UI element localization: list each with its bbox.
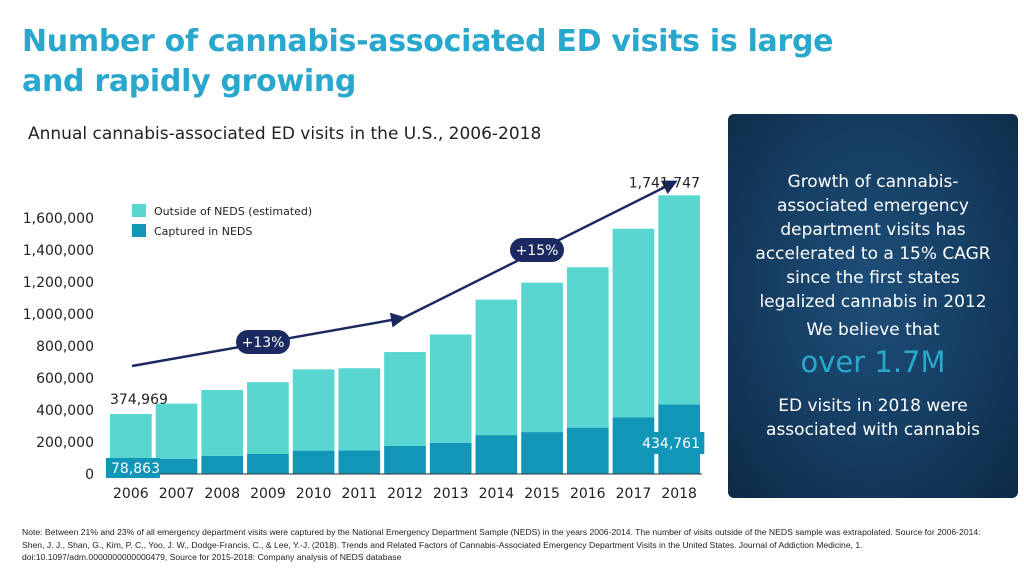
x-tick-label: 2011: [341, 486, 377, 502]
callout-text: Growth of cannabis-associated emergency …: [755, 172, 991, 312]
bar-captured-2007: [155, 458, 198, 474]
x-tick-label: 2008: [204, 486, 240, 502]
bar-captured-2009: [247, 453, 289, 474]
footnote: Note: Between 21% and 23% of all emergen…: [22, 527, 981, 562]
bar-captured-2016: [566, 427, 609, 474]
legend-swatch: [132, 204, 146, 217]
bar-captured-2012: [384, 446, 426, 474]
bar-outside-2006: [110, 414, 152, 462]
callout-conclusion: ED visits in 2018 were associated with c…: [766, 396, 980, 440]
bar-captured-2013: [429, 442, 472, 474]
bar-outside-2007: [155, 403, 198, 459]
data-labels: 374,969 78,863 1,741,747 434,761: [106, 175, 705, 478]
bar-outside-2012: [384, 352, 426, 446]
x-tick-label: 2006: [113, 486, 149, 502]
x-tick-label: 2018: [661, 486, 697, 502]
callout-lead: We believe that: [806, 320, 940, 340]
stacked-bar-chart: 0 200,000 400,000 600,000 800,000 1,000,000 1,…: [23, 175, 705, 502]
bars: [110, 195, 700, 474]
cagr-badge-13-label: +13%: [242, 335, 285, 351]
bar-outside-2018: [658, 195, 700, 405]
x-tick-label: 2017: [616, 486, 652, 502]
bar-captured-2008: [201, 455, 244, 474]
cagr-badge-15-label: +15%: [516, 243, 559, 259]
x-tick-label: 2009: [250, 486, 286, 502]
y-tick-label: 1,600,000: [23, 211, 94, 227]
y-tick-label: 600,000: [36, 371, 94, 387]
bar-outside-2017: [612, 228, 655, 418]
bar-outside-2013: [429, 334, 472, 443]
x-tick-label: 2010: [296, 486, 332, 502]
y-tick-label: 400,000: [36, 403, 94, 419]
legend: Outside of NEDS (estimated) Captured in N…: [132, 204, 312, 238]
page-title: Number of cannabis-associated ED visits …: [22, 24, 834, 99]
bar-outside-2016: [566, 267, 609, 428]
bar-outside-2008: [201, 390, 244, 456]
callout-panel: Growth of cannabis-associated emergency …: [728, 114, 1018, 498]
data-label-2006-captured: 78,863: [111, 461, 160, 477]
y-tick-label: 200,000: [36, 435, 94, 451]
bar-captured-2010: [292, 450, 335, 474]
data-label-2006-captured-bg: [106, 458, 160, 478]
x-tick-label: 2013: [433, 486, 469, 502]
bar-outside-2010: [292, 369, 335, 451]
x-tick-label: 2012: [387, 486, 423, 502]
x-tick-label: 2014: [479, 486, 515, 502]
chart-subtitle: Annual cannabis-associated ED visits in …: [28, 124, 542, 144]
data-label-2018-captured-bg: [644, 432, 705, 454]
legend-swatch: [132, 224, 146, 237]
data-label-2018-total: 1,741,747: [629, 175, 700, 191]
bar-captured-2014: [475, 435, 518, 474]
trend-arrows: +13% +15%: [131, 180, 678, 368]
y-tick-label: 1,000,000: [23, 307, 94, 323]
bar-outside-2011: [338, 368, 381, 451]
y-tick-label: 800,000: [36, 339, 94, 355]
x-tick-label: 2015: [524, 486, 560, 502]
legend-label: Captured in NEDS: [154, 225, 252, 238]
callout-highlight: over 1.7M: [800, 345, 946, 379]
cagr-badge-13: [236, 330, 290, 354]
cagr-badge-15: [510, 238, 564, 262]
legend-label: Outside of NEDS (estimated): [154, 205, 312, 218]
y-axis: 0 200,000 400,000 600,000 800,000 1,000,000 1,…: [23, 211, 94, 483]
x-axis: 2006 2007 2008 2009 2010 2011 2012 2013 2014 2015…: [108, 473, 702, 502]
x-tick-label: 2007: [159, 486, 195, 502]
x-tick-label: 2016: [570, 486, 606, 502]
bar-outside-2014: [475, 299, 518, 436]
y-tick-label: 0: [85, 467, 94, 483]
bar-captured-2015: [521, 432, 563, 474]
data-label-2018-captured: 434,761: [642, 436, 700, 452]
bar-outside-2015: [521, 282, 563, 433]
bar-captured-2011: [338, 450, 381, 474]
y-tick-label: 1,200,000: [23, 275, 94, 291]
data-label-2006-total: 374,969: [110, 392, 168, 408]
y-tick-label: 1,400,000: [23, 243, 94, 259]
bar-outside-2009: [247, 382, 289, 454]
